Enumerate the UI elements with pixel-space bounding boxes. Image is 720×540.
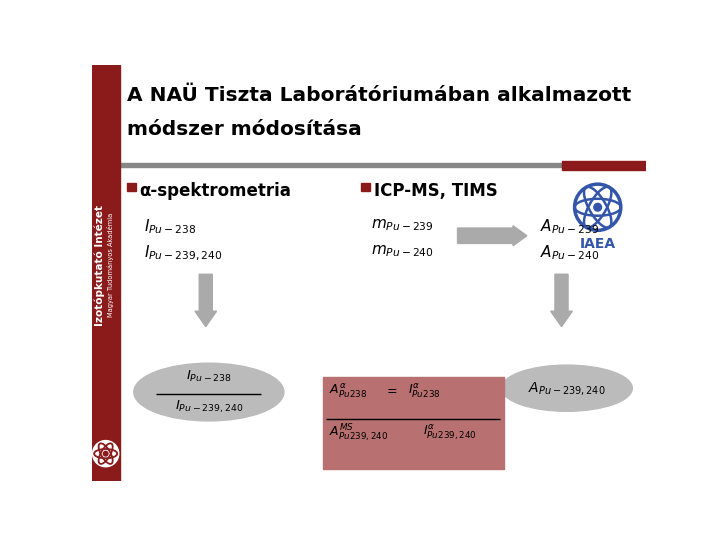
Text: $I_{Pu-238}$: $I_{Pu-238}$	[144, 217, 197, 236]
Text: $I_{Pu-239,240}$: $I_{Pu-239,240}$	[175, 398, 243, 415]
Ellipse shape	[501, 365, 632, 411]
Bar	[323, 377, 504, 469]
Bar	[127, 183, 135, 191]
Text: módszer módosítása: módszer módosítása	[127, 120, 362, 139]
Text: $=$: $=$	[384, 383, 398, 396]
Text: ICP-MS, TIMS: ICP-MS, TIMS	[374, 182, 498, 200]
Text: $I_{Pu-238}$: $I_{Pu-238}$	[186, 369, 232, 384]
Bar	[562, 161, 647, 170]
Circle shape	[594, 204, 601, 211]
FancyArrow shape	[551, 274, 572, 327]
Text: $A_{Pu-239,240}$: $A_{Pu-239,240}$	[528, 380, 606, 397]
Text: $A_{Pu-239}$: $A_{Pu-239}$	[540, 217, 599, 236]
Text: A NAÜ Tiszta Laborátóriumában alkalmazott: A NAÜ Tiszta Laborátóriumában alkalmazot…	[127, 86, 631, 105]
Circle shape	[93, 441, 119, 467]
Text: $m_{Pu-239}$: $m_{Pu-239}$	[372, 217, 434, 233]
Text: $A^{MS}_{Pu239,240}$: $A^{MS}_{Pu239,240}$	[329, 423, 388, 444]
Text: α-spektrometria: α-spektrometria	[140, 182, 292, 200]
Circle shape	[104, 451, 108, 456]
Bar	[120, 164, 562, 167]
FancyArrow shape	[457, 226, 527, 246]
Text: $A_{Pu-240}$: $A_{Pu-240}$	[540, 244, 599, 262]
FancyArrow shape	[195, 274, 217, 327]
Bar	[361, 183, 370, 191]
Text: $I^{\alpha}_{Pu239,240}$: $I^{\alpha}_{Pu239,240}$	[423, 423, 477, 442]
Text: IAEA: IAEA	[580, 237, 616, 251]
Text: $I^{\alpha}_{Pu238}$: $I^{\alpha}_{Pu238}$	[408, 383, 440, 400]
Text: $m_{Pu-240}$: $m_{Pu-240}$	[372, 244, 434, 259]
Ellipse shape	[134, 363, 284, 421]
Text: Magyar Tudományos Akadémia: Magyar Tudományos Akadémia	[107, 213, 114, 317]
Text: $I_{Pu-239,240}$: $I_{Pu-239,240}$	[144, 244, 222, 263]
Text: $A^{\alpha}_{Pu238}$: $A^{\alpha}_{Pu238}$	[329, 383, 367, 400]
Text: Izotópkutató Intézet: Izotópkutató Intézet	[94, 205, 104, 326]
Bar	[92, 65, 120, 481]
